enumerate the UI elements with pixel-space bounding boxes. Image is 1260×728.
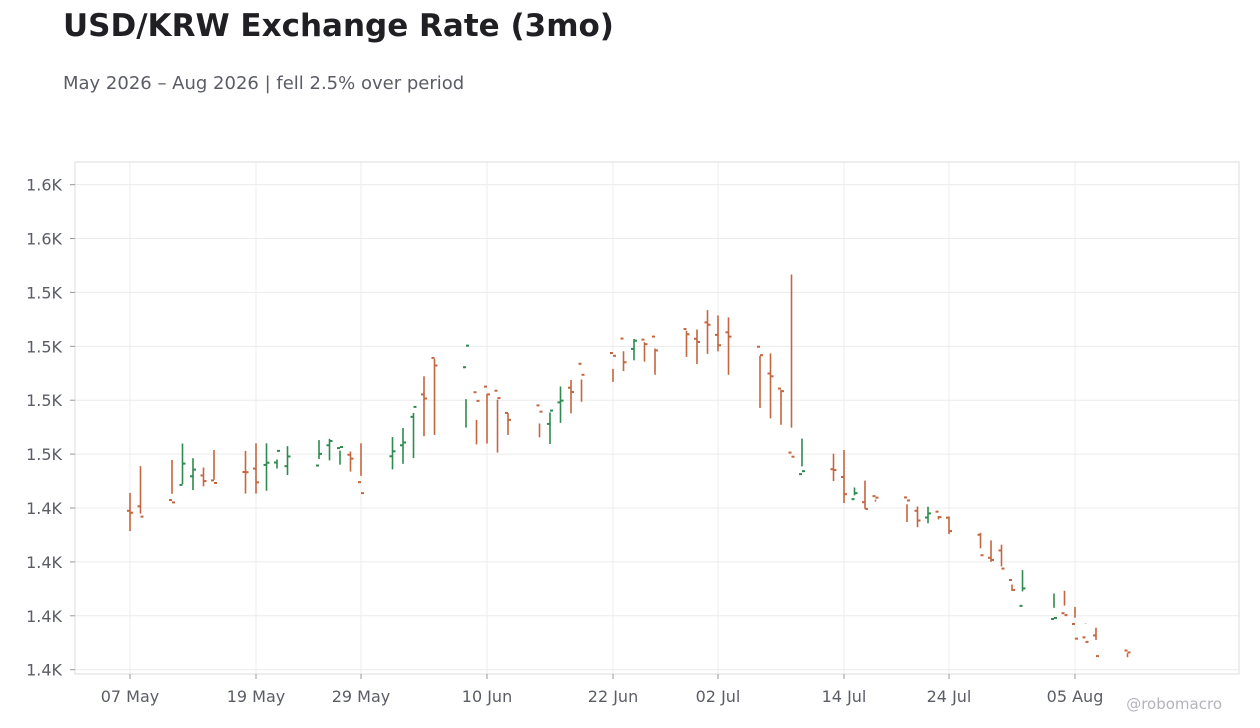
x-tick-label: 07 May [101,687,160,706]
grid [75,162,1239,674]
ohlc-bar [431,356,438,435]
ohlc-bar [557,386,564,423]
chart-subtitle: May 2026 – Aug 2026 | fell 2.5% over per… [63,73,465,94]
y-tick-label: 1.5K [26,445,62,464]
ohlc-bar [1019,570,1026,607]
x-axis: 07 May 19 May 29 May 10 Jun 22 Jun 02 Jul 14 J… [101,674,1104,706]
x-tick-label: 24 Jul [927,687,972,706]
ohlc-bar [200,467,207,487]
y-tick-label: 1.5K [26,283,62,302]
y-tick-label: 1.6K [26,176,62,195]
ohlc-bar [169,459,175,504]
ohlc-bar [421,376,427,437]
ohlc-bar [872,495,879,502]
ohlc-bar [1093,627,1099,658]
ohlc-bar [946,516,952,535]
ohlc-bar [137,466,144,518]
chart-title: USD/KRW Exchange Rate (3mo) [63,8,614,44]
ohlc-bar [1082,623,1089,643]
ohlc-bar [778,387,784,425]
ohlc-bar [473,391,480,445]
ohlc-bar [788,274,795,458]
ohlc-bar [694,329,700,364]
ohlc-bar [127,492,133,532]
ohlc-bar [925,506,931,524]
ohlc-bar [652,335,658,375]
x-tick-label: 02 Jul [696,687,741,706]
ohlc-bar [389,437,396,470]
ohlc-bar [841,450,847,504]
ohlc-bar [683,328,690,357]
ohlc-bar [1072,606,1078,640]
ohlc-bar [725,317,732,375]
y-tick-label: 1.4K [26,499,62,518]
ohlc-bar [568,379,574,414]
ohlc-bar [704,310,711,354]
ohlc-bar [851,487,858,501]
x-tick-label: 05 Aug [1047,687,1104,706]
ohlc-bar [505,411,511,435]
ohlc-bar [998,544,1005,570]
ohlc-bar [1009,579,1015,591]
ohlc-bar [463,344,469,428]
ohlc-bar [274,449,280,469]
y-tick-label: 1.5K [26,391,62,410]
x-tick-label: 14 Jul [822,687,867,706]
x-tick-label: 22 Jun [588,687,638,706]
ohlc-bar [620,337,627,372]
ohlc-bar [263,443,270,491]
ohlc-bar [830,453,837,482]
ohlc-bar [179,443,186,486]
ohlc-bar [484,385,490,444]
ohlc-bar [316,440,322,467]
x-tick-label: 19 May [227,687,286,706]
ohlc-bar [190,458,196,491]
ohlc-bar [757,345,763,408]
ohlc-bar [610,352,616,382]
ohlc-bar [914,506,921,528]
ohlc-bar [1061,590,1068,617]
ohlc-bar [400,428,406,464]
credit-label: @robomacro [1126,695,1222,713]
ohlc-bar [242,450,249,494]
ohlc-bar [631,338,637,361]
ohlc-bar [904,496,910,523]
ohlc-bar [211,450,217,484]
y-tick-label: 1.4K [26,607,62,626]
ohlc-bar [358,443,364,495]
ohlc-bar [337,445,343,465]
plot-frame [74,161,1240,675]
ohlc-bar [1051,593,1057,621]
ohlc-bar [935,510,942,520]
ohlc-bar [641,338,648,362]
ohlc-bar [547,409,553,444]
x-tick-label: 29 May [332,687,391,706]
ohlc-bars [127,274,1131,658]
ohlc-bar [536,404,543,438]
ohlc-bar [799,438,805,476]
ohlc-bar [767,353,774,419]
ohlc-bar [578,362,585,402]
ohlc-bar [253,443,259,494]
ohlc-bar [862,480,868,510]
ohlc-bar [284,446,291,476]
y-tick-label: 1.6K [26,230,62,249]
ohlc-bar [347,451,354,472]
ohlc-bar [977,532,984,557]
y-tick-label: 1.5K [26,337,62,356]
y-axis: 1.4K 1.4K 1.4K 1.4K 1.5K 1.5K 1.5K 1.5K 1.6K 1.6K [26,176,75,680]
ohlc-bar [988,540,994,562]
y-tick-label: 1.4K [26,661,62,680]
ohlc-bar [715,315,721,352]
ohlc-bar [494,389,501,453]
x-tick-label: 10 Jun [462,687,512,706]
ohlc-bar [326,438,333,461]
ohlc-bar [410,405,417,458]
ohlc-bar [1124,649,1131,658]
y-tick-label: 1.4K [26,553,62,572]
